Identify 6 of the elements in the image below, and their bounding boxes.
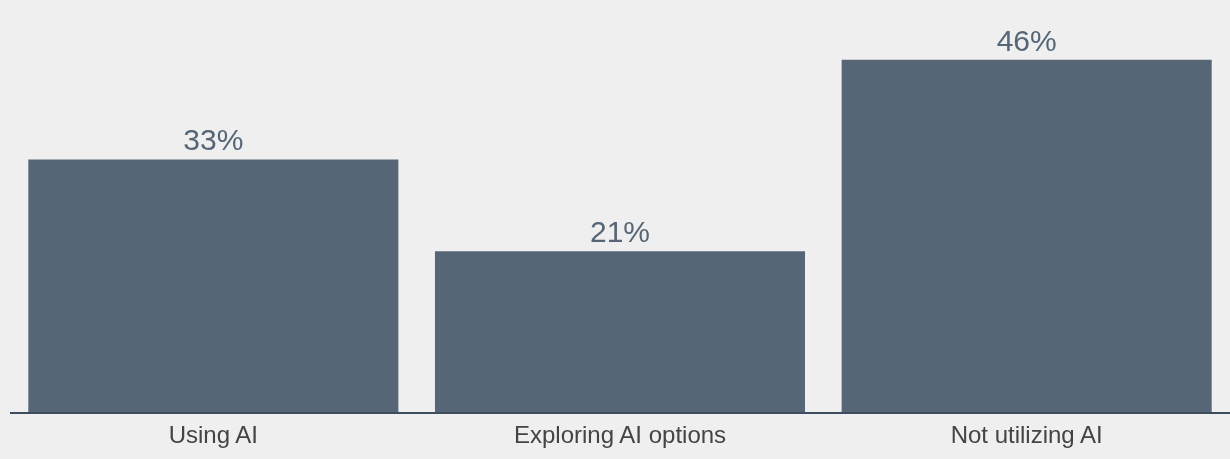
- x-tick-label: Using AI: [168, 420, 259, 448]
- x-tick-label: Exploring AI options: [513, 420, 727, 448]
- data-label: 33%: [183, 123, 244, 157]
- data-label: 21%: [589, 215, 651, 249]
- data-label: 46%: [996, 23, 1057, 57]
- x-tick-label: Not utilizing AI: [950, 420, 1103, 448]
